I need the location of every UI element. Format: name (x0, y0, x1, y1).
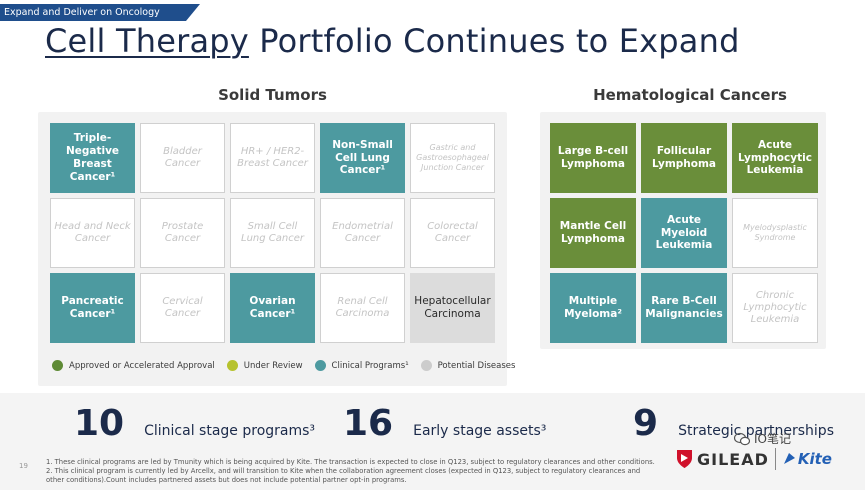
wechat-watermark: IO笔记 (734, 430, 791, 447)
disease-cell: Myelodysplastic Syndrome (732, 198, 818, 268)
kite-icon (783, 453, 795, 464)
legend-item: Potential Diseases (420, 360, 516, 371)
disease-cell: Cervical Cancer (140, 273, 225, 343)
gilead-shield-icon (677, 450, 692, 468)
legend-dot (226, 360, 238, 371)
page-title: Cell Therapy Portfolio Continues to Expa… (45, 22, 740, 60)
title-underlined-part: Cell Therapy (45, 22, 249, 60)
status-legend: Approved or Accelerated Approval Under Re… (52, 360, 527, 371)
disease-cell: Ovarian Cancer¹ (230, 273, 315, 343)
disease-cell: Acute Myeloid Leukemia (641, 198, 727, 268)
legend-label: Under Review (243, 360, 303, 371)
disease-cell: Acute Lymphocytic Leukemia (732, 123, 818, 193)
stat-number: 10 (74, 403, 125, 444)
disease-cell: Mantle Cell Lymphoma (550, 198, 636, 268)
stat-number: 9 (633, 403, 659, 444)
heme-cancers-heading: Hematological Cancers (593, 86, 787, 104)
logo-divider (774, 448, 776, 470)
footnotes: 1. These clinical programs are led by Tm… (46, 458, 656, 486)
disease-cell: Follicular Lymphoma (641, 123, 727, 193)
stat-label: Clinical stage programs³ (144, 423, 316, 439)
stats-bar (0, 393, 865, 490)
disease-cell: Non-Small Cell Lung Cancer¹ (320, 123, 405, 193)
stat-early-assets: 16 Early stage assets³ (343, 403, 546, 444)
disease-cell: Chronic Lymphocytic Leukemia (732, 273, 818, 343)
disease-cell: Head and Neck Cancer (50, 198, 135, 268)
stat-label: Early stage assets³ (413, 423, 547, 439)
kite-wordmark: Kite (797, 450, 832, 468)
gilead-wordmark: GILEAD (697, 449, 769, 469)
legend-item: Clinical Programs¹ (314, 360, 409, 371)
legend-label: Clinical Programs¹ (331, 360, 409, 371)
legend-item: Under Review (226, 360, 303, 371)
legend-label: Approved or Accelerated Approval (69, 360, 215, 371)
page-number: 19 (19, 462, 28, 470)
legend-item: Approved or Accelerated Approval (52, 360, 215, 371)
disease-cell: Pancreatic Cancer¹ (50, 273, 135, 343)
watermark-text: IO笔记 (754, 432, 791, 446)
disease-cell: Bladder Cancer (140, 123, 225, 193)
stat-partnerships: 9 Strategic partnerships (633, 403, 834, 444)
legend-label: Potential Diseases (437, 360, 516, 371)
disease-cell: Renal Cell Carcinoma (320, 273, 405, 343)
disease-cell: Rare B-Cell Malignancies (641, 273, 727, 343)
solid-tumors-heading: Solid Tumors (218, 86, 327, 104)
disease-cell: Hepatocellular Carcinoma (410, 273, 495, 343)
gilead-logo: GILEAD (676, 449, 769, 469)
disease-cell: Triple- Negative Breast Cancer¹ (50, 123, 135, 193)
disease-cell: Gastric and Gastroesophageal Junction Ca… (410, 123, 495, 193)
stat-number: 16 (343, 403, 394, 444)
footnote-1: 1. These clinical programs are led by Tm… (46, 458, 655, 466)
disease-cell: Multiple Myeloma² (550, 273, 636, 343)
kite-logo: Kite (782, 450, 832, 468)
title-rest: Portfolio Continues to Expand (248, 22, 740, 60)
legend-dot (52, 360, 63, 371)
disease-cell: HR+ / HER2- Breast Cancer (230, 123, 315, 193)
disease-cell: Large B-cell Lymphoma (550, 123, 636, 193)
disease-cell: Small Cell Lung Cancer (230, 198, 315, 268)
disease-cell: Colorectal Cancer (410, 198, 495, 268)
footnote-2: 2. This clinical program is currently le… (46, 467, 641, 485)
wechat-icon (734, 432, 750, 445)
legend-dot (420, 360, 432, 371)
stat-label: Strategic partnerships (678, 423, 834, 439)
legend-dot (314, 360, 326, 371)
disease-cell: Prostate Cancer (140, 198, 225, 268)
solid-tumors-grid: Triple- Negative Breast Cancer¹ Bladder C… (50, 123, 495, 343)
section-banner: Expand and Deliver on Oncology Programs (0, 4, 200, 21)
disease-cell: Endometrial Cancer (320, 198, 405, 268)
stat-clinical-programs: 10 Clinical stage programs³ (74, 403, 315, 444)
logos: GILEAD Kite (676, 448, 832, 470)
heme-cancers-grid: Large B-cell Lymphoma Follicular Lymphoma… (550, 123, 818, 343)
